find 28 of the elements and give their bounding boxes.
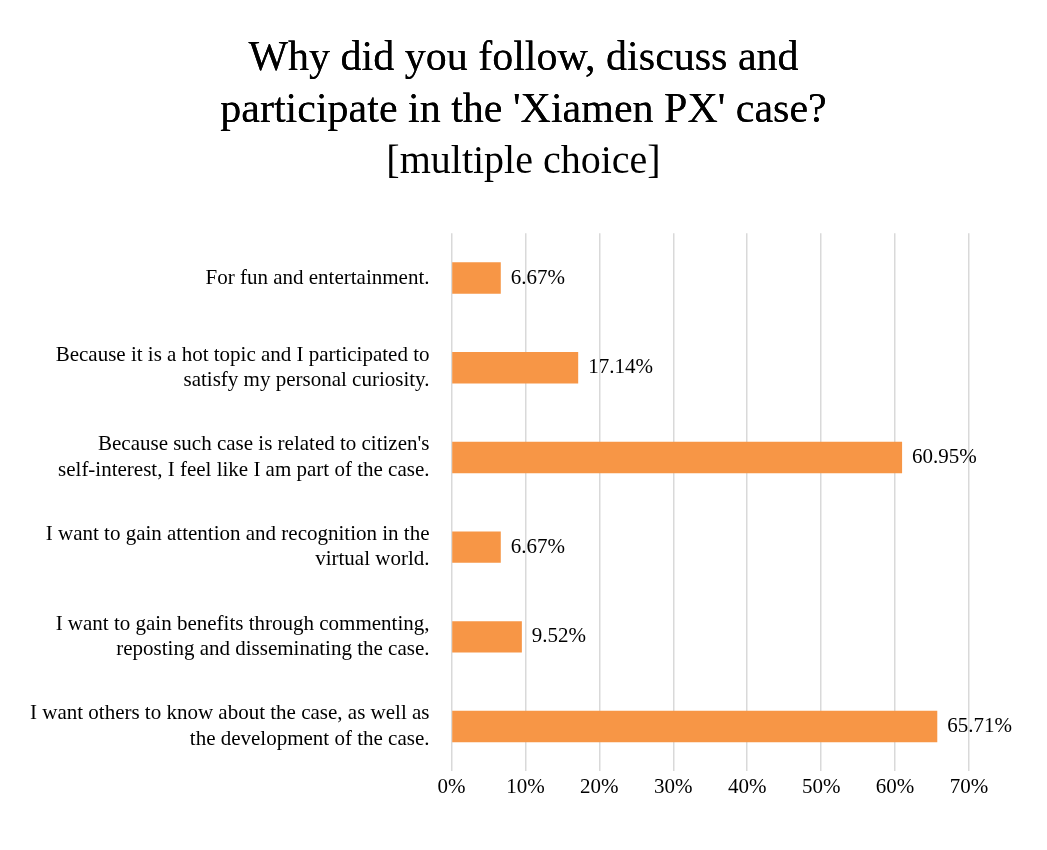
x-tick-label: 0% [437, 773, 466, 798]
bar [452, 621, 522, 653]
y-tick-label: I want others to know about the case, as well as the development of the case. [29, 700, 430, 750]
bar [452, 441, 903, 474]
x-tick-label: 70% [949, 773, 989, 798]
data-label: 6.67% [510, 264, 566, 289]
data-label: 6.67% [510, 533, 566, 558]
x-tick-label: 40% [727, 773, 767, 798]
y-tick-label: Because it is a hot topic and I participated to satisfy my personal curiosity. [55, 341, 430, 391]
y-tick-label: I want to gain benefits through commenting, reposting and disseminating the case. [55, 610, 430, 660]
bar [452, 262, 501, 294]
data-label: 65.71% [947, 713, 1013, 738]
bar [452, 531, 501, 563]
y-tick-label: For fun and entertainment. [205, 264, 430, 289]
x-tick-label: 60% [875, 773, 915, 798]
bar [452, 710, 938, 743]
data-label: 60.95% [912, 443, 977, 468]
x-tick-label: 30% [654, 773, 693, 798]
y-tick-label: Because such case is related to citizen's self-interest, I feel like I am part of the case. [58, 431, 430, 481]
x-tick-label: 10% [506, 773, 545, 798]
data-label: 17.14% [588, 354, 653, 379]
x-tick-label: 20% [580, 773, 619, 798]
y-tick-label: I want to gain attention and recognition in the virtual world. [45, 521, 430, 571]
chart-subtitle: [multiple choice] [385, 136, 662, 184]
chart-title: Why did you follow, discuss and participate in the 'Xiamen PX' case? [219, 32, 828, 133]
x-tick-label: 50% [801, 773, 841, 798]
data-label: 9.52% [531, 623, 587, 648]
bar [452, 352, 579, 384]
